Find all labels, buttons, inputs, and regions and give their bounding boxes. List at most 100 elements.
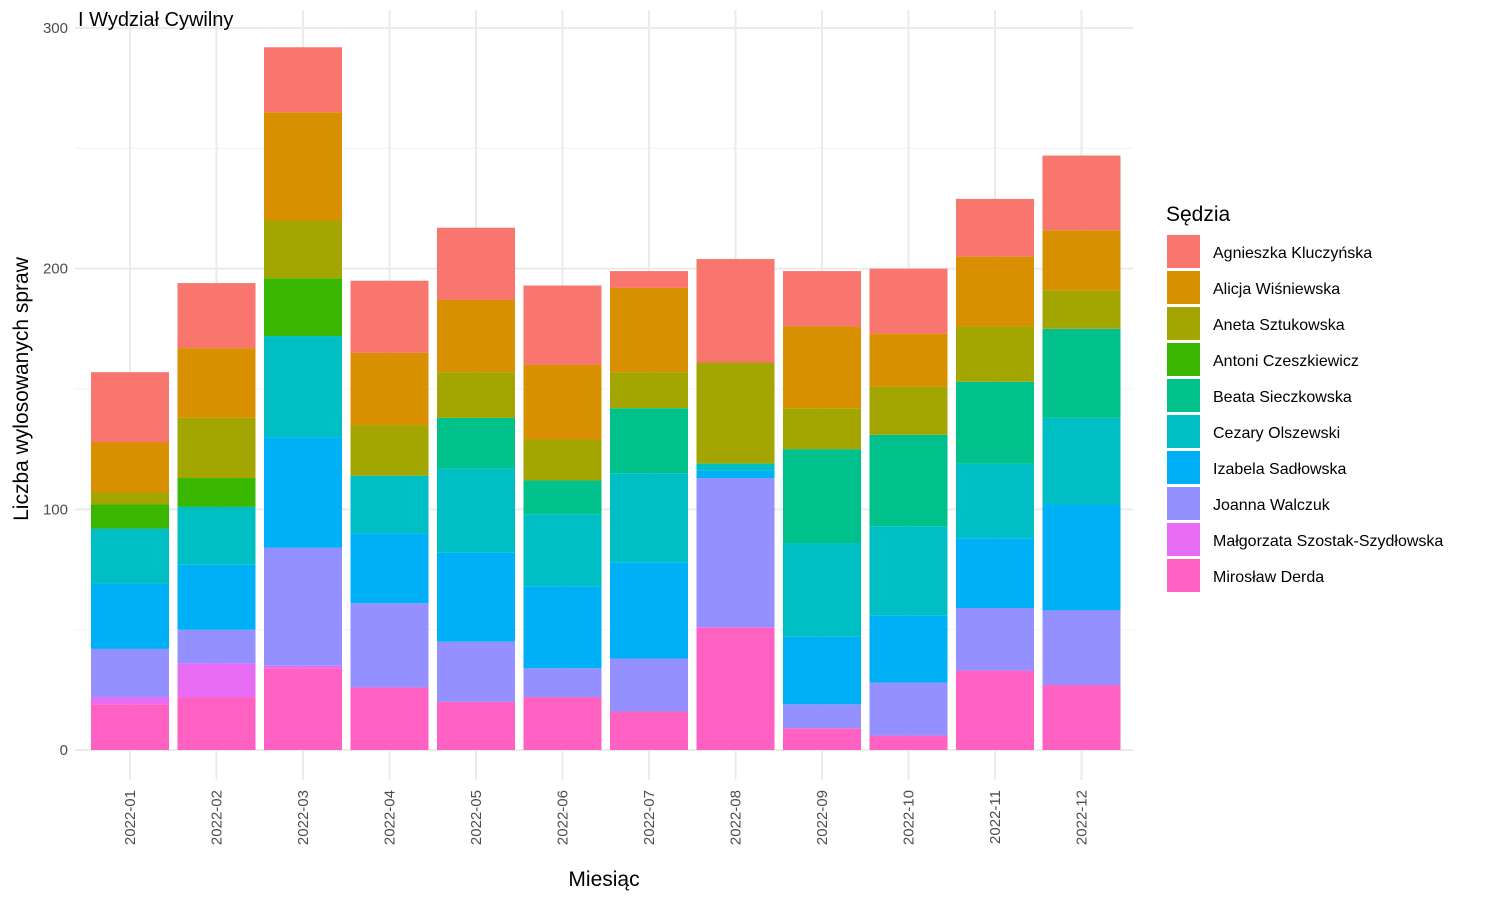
bar-segment <box>523 364 602 440</box>
y-tick-label: 100 <box>43 501 68 518</box>
bar-segment <box>1042 290 1121 329</box>
bar-segment <box>437 227 515 300</box>
bar-segment <box>264 665 342 669</box>
bar-segment <box>177 478 256 507</box>
bar-segment <box>956 256 1034 327</box>
legend-swatch <box>1167 271 1200 304</box>
bar-segment <box>956 463 1034 539</box>
x-tick-label: 2022-09 <box>814 790 831 845</box>
bar-segment <box>437 641 515 702</box>
bar-segment <box>91 441 169 493</box>
bar-segment <box>869 333 948 387</box>
bar-segment <box>177 417 256 479</box>
y-tick-label: 0 <box>60 742 68 759</box>
bar-segment <box>783 704 861 729</box>
bar-segment <box>350 603 429 688</box>
bar-segment <box>610 473 688 563</box>
legend-swatch <box>1167 487 1200 520</box>
legend-label: Aneta Sztukowska <box>1213 317 1345 334</box>
legend-label: Cezary Olszewski <box>1213 425 1340 442</box>
bar-segment <box>264 47 342 113</box>
bar-segment <box>783 636 861 705</box>
bar-segment <box>783 728 861 750</box>
bar-segment <box>264 278 342 337</box>
bar-segment <box>869 615 948 683</box>
bar-segment <box>91 492 169 505</box>
bar-segment <box>523 586 602 669</box>
legend-swatch <box>1167 343 1200 376</box>
bar-segment <box>869 268 948 334</box>
bar-segment <box>264 220 342 279</box>
bar-segment <box>956 608 1034 671</box>
bar-segment <box>437 468 515 553</box>
bar-segment <box>437 417 515 469</box>
bar-segment <box>610 658 688 712</box>
legend-label: Beata Sieczkowska <box>1213 389 1352 406</box>
bar-segment <box>1042 230 1121 291</box>
x-tick-label: 2022-06 <box>555 790 572 845</box>
bar-segment <box>869 386 948 435</box>
bar-segment <box>264 112 342 221</box>
legend-label: Małgorzata Szostak-Szydłowska <box>1213 533 1443 550</box>
bar-segment <box>956 670 1034 750</box>
legend-label: Izabela Sadłowska <box>1213 461 1347 478</box>
bar-segment <box>869 735 948 750</box>
legend-swatch <box>1167 451 1200 484</box>
bars <box>91 47 1121 750</box>
bar-segment <box>610 372 688 409</box>
bar-segment <box>264 668 342 750</box>
y-axis-title: Liczba wylosowanych spraw <box>10 256 33 521</box>
legend-swatch <box>1167 235 1200 268</box>
legend-swatch <box>1167 379 1200 412</box>
bar-segment <box>1042 155 1121 231</box>
bar-segment <box>783 271 861 327</box>
bar-segment <box>610 408 688 474</box>
x-tick-label: 2022-07 <box>641 790 658 845</box>
bar-segment <box>437 552 515 642</box>
legend-swatch <box>1167 559 1200 592</box>
bar-segment <box>696 259 775 363</box>
bar-segment <box>523 285 602 365</box>
bar-segment <box>696 463 775 471</box>
bar-segment <box>783 326 861 409</box>
bar-segment <box>350 687 429 750</box>
legend-label: Agnieszka Kluczyńska <box>1213 245 1372 262</box>
bar-segment <box>1042 328 1121 418</box>
bar-segment <box>696 362 775 464</box>
bar-segment <box>956 198 1034 257</box>
bar-segment <box>523 480 602 515</box>
bar-segment <box>91 697 169 705</box>
bar-segment <box>350 533 429 604</box>
y-tick-label: 300 <box>43 20 68 37</box>
bar-segment <box>91 583 169 649</box>
x-tick-label: 2022-08 <box>728 790 745 845</box>
bar-segment <box>956 381 1034 464</box>
bar-segment <box>264 547 342 666</box>
legend-label: Antoni Czeszkiewicz <box>1213 353 1359 370</box>
bar-segment <box>177 283 256 349</box>
legend-label: Joanna Walczuk <box>1213 497 1331 514</box>
bar-segment <box>696 478 775 628</box>
bar-segment <box>783 408 861 450</box>
bar-segment <box>1042 610 1121 686</box>
bar-segment <box>91 648 169 698</box>
bar-segment <box>523 439 602 481</box>
bar-segment <box>1042 417 1121 505</box>
legend-label: Alicja Wiśniewska <box>1213 281 1340 298</box>
bar-segment <box>869 434 948 527</box>
bar-segment <box>91 372 169 442</box>
bar-segment <box>956 538 1034 609</box>
bar-segment <box>523 668 602 698</box>
bar-segment <box>177 629 256 664</box>
bar-segment <box>869 526 948 616</box>
y-tick-label: 200 <box>43 261 68 278</box>
bar-segment <box>437 701 515 750</box>
bar-segment <box>523 697 602 750</box>
bar-segment <box>350 425 429 476</box>
bar-segment <box>956 326 1034 382</box>
bar-segment <box>437 372 515 418</box>
bar-segment <box>523 514 602 587</box>
x-tick-label: 2022-03 <box>295 790 312 845</box>
legend-swatch <box>1167 523 1200 556</box>
